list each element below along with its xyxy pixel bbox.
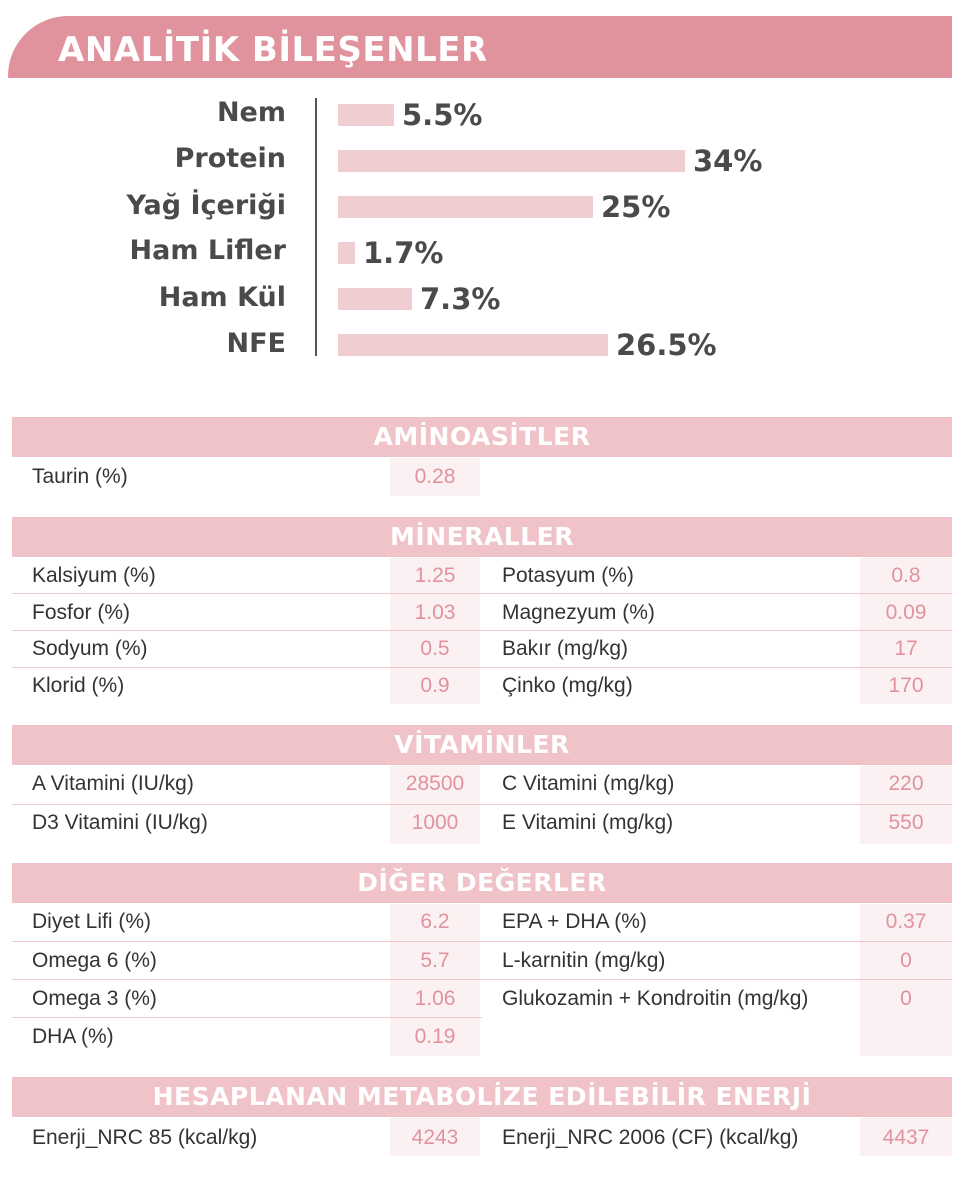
row-value-klorid: 0.9 [420, 674, 450, 697]
section-bar-energy: HESAPLANAN METABOLİZE EDİLEBİLİR ENERJİ [12, 1077, 952, 1117]
section-title-other: DİĞER DEĞERLER [357, 868, 607, 897]
row-value-omega-3: 1.06 [414, 987, 456, 1010]
section-title-minerals: MİNERALLER [390, 522, 574, 551]
row-name-cinko: Çinko (mg/kg) [502, 674, 633, 697]
section-title-aminoacids: AMİNOASİTLER [373, 422, 591, 451]
chart-axis-line [315, 98, 317, 356]
row-name-omega-3: Omega 3 (%) [32, 987, 157, 1010]
row-divider [482, 941, 952, 942]
row-name-glukozamin: Glukozamin + Kondroitin (mg/kg) [502, 987, 809, 1010]
analysis-value-fiber: 1.7% [363, 236, 444, 270]
row-value-magnezyum: 0.09 [885, 601, 927, 624]
row-name-potasyum: Potasyum (%) [502, 564, 634, 587]
row-value-enerji-nrc85: 4243 [411, 1126, 459, 1149]
row-divider [482, 630, 952, 631]
row-value-taurin: 0.28 [414, 465, 456, 488]
value-background [860, 904, 952, 1056]
value-background [860, 1118, 952, 1156]
row-name-enerji-nrc85: Enerji_NRC 85 (kcal/kg) [32, 1126, 258, 1149]
section-title-vitamins: VİTAMİNLER [394, 730, 570, 759]
row-value-potasyum: 0.8 [891, 564, 921, 587]
row-value-vitamin-a: 28500 [405, 772, 465, 795]
analysis-label-ash: Ham Kül [158, 282, 286, 313]
row-value-enerji-nrc2006: 4437 [882, 1126, 930, 1149]
value-background [390, 458, 480, 496]
section-bar-aminoacids: AMİNOASİTLER [12, 417, 952, 457]
row-value-vitamin-d3: 1000 [411, 811, 459, 834]
row-name-vitamin-a: A Vitamini (IU/kg) [32, 772, 194, 795]
row-divider [482, 593, 952, 594]
analysis-bar-fiber [338, 242, 355, 264]
value-background [860, 558, 952, 704]
analysis-label-fat: Yağ İçeriği [126, 190, 286, 221]
row-divider [12, 1017, 482, 1018]
row-value-fosfor: 1.03 [414, 601, 456, 624]
analysis-value-protein: 34% [693, 144, 763, 178]
row-divider [12, 941, 482, 942]
analysis-value-nfe: 26.5% [616, 328, 717, 362]
value-background [390, 904, 480, 1056]
row-value-glukozamin: 0 [900, 987, 912, 1010]
value-background [390, 766, 480, 844]
row-divider [12, 667, 482, 668]
row-value-dha: 0.19 [414, 1025, 456, 1048]
analysis-label-fiber: Ham Lifler [129, 235, 286, 266]
analysis-value-nem: 5.5% [402, 98, 483, 132]
row-name-fosfor: Fosfor (%) [32, 601, 131, 624]
row-divider [12, 804, 482, 805]
row-divider [12, 593, 482, 594]
row-name-dha: DHA (%) [32, 1025, 114, 1048]
row-name-taurin: Taurin (%) [32, 465, 128, 488]
row-value-diyet-lifi: 6.2 [420, 910, 450, 933]
row-divider [482, 979, 952, 980]
row-value-vitamin-c: 220 [888, 772, 924, 795]
row-value-vitamin-e: 550 [888, 811, 924, 834]
row-value-kalsiyum: 1.25 [414, 564, 456, 587]
analysis-value-ash: 7.3% [420, 282, 501, 316]
row-name-bakir: Bakır (mg/kg) [502, 637, 629, 660]
row-name-vitamin-e: E Vitamini (mg/kg) [502, 811, 674, 834]
row-name-enerji-nrc2006: Enerji_NRC 2006 (CF) (kcal/kg) [502, 1126, 799, 1149]
value-background [390, 558, 480, 704]
row-name-epa-dha: EPA + DHA (%) [502, 910, 647, 933]
analysis-value-fat: 25% [601, 190, 671, 224]
row-name-magnezyum: Magnezyum (%) [502, 601, 655, 624]
row-name-diyet-lifi: Diyet Lifi (%) [32, 910, 152, 933]
page-title: ANALİTİK BİLEŞENLER [58, 30, 488, 70]
row-divider [482, 667, 952, 668]
row-value-bakir: 17 [894, 637, 918, 660]
row-name-vitamin-d3: D3 Vitamini (IU/kg) [32, 811, 208, 834]
row-name-sodyum: Sodyum (%) [32, 637, 148, 660]
row-value-omega-6: 5.7 [420, 949, 450, 972]
row-divider [12, 979, 482, 980]
analysis-label-protein: Protein [174, 143, 286, 174]
value-background [390, 1118, 480, 1156]
section-title-energy: HESAPLANAN METABOLİZE EDİLEBİLİR ENERJİ [152, 1082, 812, 1111]
row-name-klorid: Klorid (%) [32, 674, 125, 697]
row-name-omega-6: Omega 6 (%) [32, 949, 157, 972]
row-name-vitamin-c: C Vitamini (mg/kg) [502, 772, 675, 795]
value-background [860, 766, 952, 844]
row-divider [12, 630, 482, 631]
row-value-l-karnitin: 0 [900, 949, 912, 972]
row-value-cinko: 170 [888, 674, 924, 697]
section-header-bar [8, 16, 952, 78]
analysis-label-nfe: NFE [226, 328, 286, 359]
section-bar-minerals: MİNERALLER [12, 517, 952, 557]
row-value-sodyum: 0.5 [420, 637, 450, 660]
analysis-bar-nem [338, 104, 394, 126]
section-bar-other: DİĞER DEĞERLER [12, 863, 952, 903]
row-divider [482, 804, 952, 805]
section-bar-vitamins: VİTAMİNLER [12, 725, 952, 765]
analysis-label-nem: Nem [216, 97, 286, 128]
row-name-kalsiyum: Kalsiyum (%) [32, 564, 156, 587]
row-value-epa-dha: 0.37 [885, 910, 927, 933]
analysis-bar-ash [338, 288, 412, 310]
row-name-l-karnitin: L-karnitin (mg/kg) [502, 949, 666, 972]
analysis-bar-nfe [338, 334, 608, 356]
analysis-bar-fat [338, 196, 593, 218]
analysis-bar-protein [338, 150, 685, 172]
